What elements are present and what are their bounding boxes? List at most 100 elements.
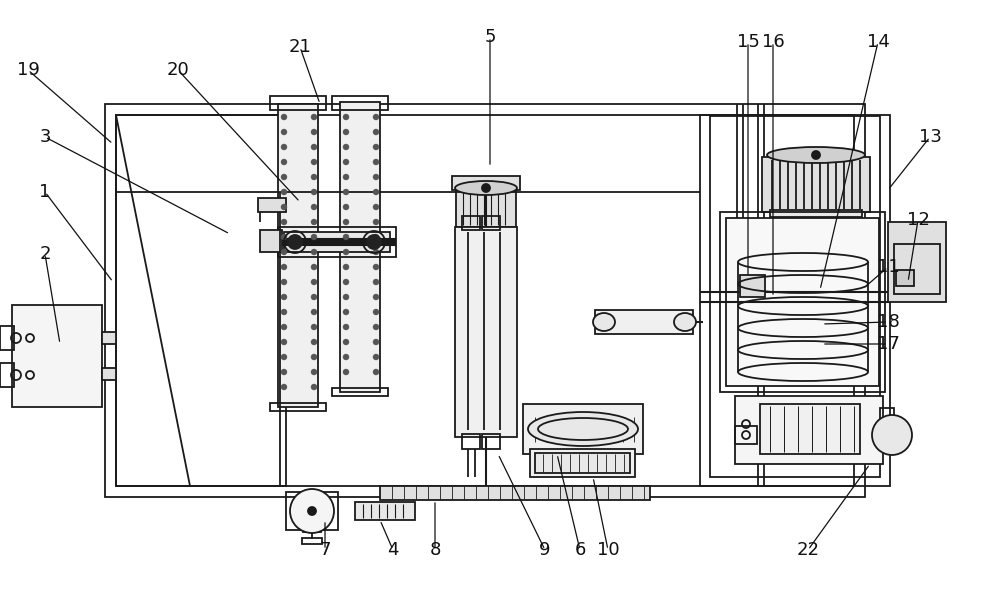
Circle shape [281, 279, 287, 285]
Circle shape [281, 369, 287, 375]
Ellipse shape [528, 412, 638, 446]
Bar [12, 305, 102, 407]
Circle shape [281, 129, 287, 135]
Circle shape [311, 294, 317, 300]
Ellipse shape [674, 313, 696, 331]
Bar [380, 486, 650, 500]
Circle shape [373, 204, 379, 210]
Circle shape [373, 219, 379, 225]
Text: 2: 2 [39, 245, 51, 263]
Circle shape [281, 294, 287, 300]
Circle shape [311, 144, 317, 150]
Text: 21: 21 [289, 38, 311, 56]
Circle shape [373, 234, 379, 240]
Circle shape [311, 249, 317, 255]
Circle shape [288, 235, 302, 249]
Bar [303, 502, 321, 532]
Circle shape [281, 174, 287, 180]
Ellipse shape [593, 313, 615, 331]
Circle shape [343, 309, 349, 315]
Bar [456, 189, 516, 227]
Circle shape [343, 144, 349, 150]
Bar [738, 296, 752, 310]
Circle shape [311, 354, 317, 360]
Circle shape [311, 159, 317, 165]
Text: 22: 22 [796, 541, 820, 559]
Bar [896, 270, 914, 286]
Text: 3: 3 [39, 128, 51, 146]
Text: 13: 13 [919, 128, 941, 146]
Bar [105, 104, 865, 497]
Bar [278, 227, 396, 257]
Circle shape [373, 369, 379, 375]
Circle shape [311, 384, 317, 390]
Circle shape [311, 204, 317, 210]
Circle shape [311, 219, 317, 225]
Circle shape [872, 415, 912, 455]
Bar [355, 502, 415, 520]
Circle shape [281, 264, 287, 270]
Circle shape [373, 249, 379, 255]
Text: 4: 4 [387, 541, 399, 559]
Circle shape [281, 324, 287, 330]
Circle shape [373, 339, 379, 345]
Circle shape [311, 279, 317, 285]
Bar [332, 388, 388, 396]
Bar [880, 408, 894, 426]
Bar [258, 198, 286, 212]
Circle shape [343, 324, 349, 330]
Text: 14: 14 [867, 33, 889, 51]
Bar [455, 227, 517, 437]
Circle shape [343, 174, 349, 180]
Bar [880, 426, 894, 444]
Bar [0, 326, 14, 350]
Circle shape [281, 204, 287, 210]
Text: 17: 17 [877, 335, 899, 353]
Circle shape [373, 309, 379, 315]
Circle shape [281, 339, 287, 345]
Circle shape [343, 159, 349, 165]
Text: 15: 15 [737, 33, 759, 51]
Bar [894, 244, 940, 294]
Text: 16: 16 [762, 33, 784, 51]
Bar [710, 116, 880, 477]
Circle shape [281, 114, 287, 120]
Circle shape [311, 264, 317, 270]
Circle shape [311, 369, 317, 375]
Circle shape [311, 324, 317, 330]
Circle shape [281, 234, 287, 240]
Text: 11: 11 [877, 258, 899, 276]
Circle shape [343, 249, 349, 255]
Text: 6: 6 [574, 541, 586, 559]
Bar [482, 216, 500, 230]
Text: 1: 1 [39, 183, 51, 201]
Bar [535, 453, 630, 473]
Text: 8: 8 [429, 541, 441, 559]
Circle shape [343, 264, 349, 270]
Circle shape [343, 354, 349, 360]
Bar [770, 210, 862, 217]
Bar [735, 426, 757, 444]
Bar [735, 396, 883, 464]
Bar [474, 188, 498, 194]
Bar [888, 222, 946, 302]
Bar [595, 310, 693, 334]
Bar [720, 212, 885, 392]
Circle shape [367, 235, 381, 249]
Circle shape [311, 339, 317, 345]
Circle shape [311, 234, 317, 240]
Circle shape [343, 369, 349, 375]
Text: 19: 19 [17, 61, 39, 79]
Text: 12: 12 [907, 211, 929, 229]
Circle shape [343, 234, 349, 240]
Circle shape [311, 309, 317, 315]
Bar [102, 332, 116, 344]
Bar [302, 538, 322, 544]
Bar [762, 157, 870, 212]
Circle shape [281, 159, 287, 165]
Circle shape [308, 507, 316, 515]
Text: 20: 20 [167, 61, 189, 79]
Circle shape [343, 294, 349, 300]
Bar [482, 434, 500, 449]
Text: 10: 10 [597, 541, 619, 559]
